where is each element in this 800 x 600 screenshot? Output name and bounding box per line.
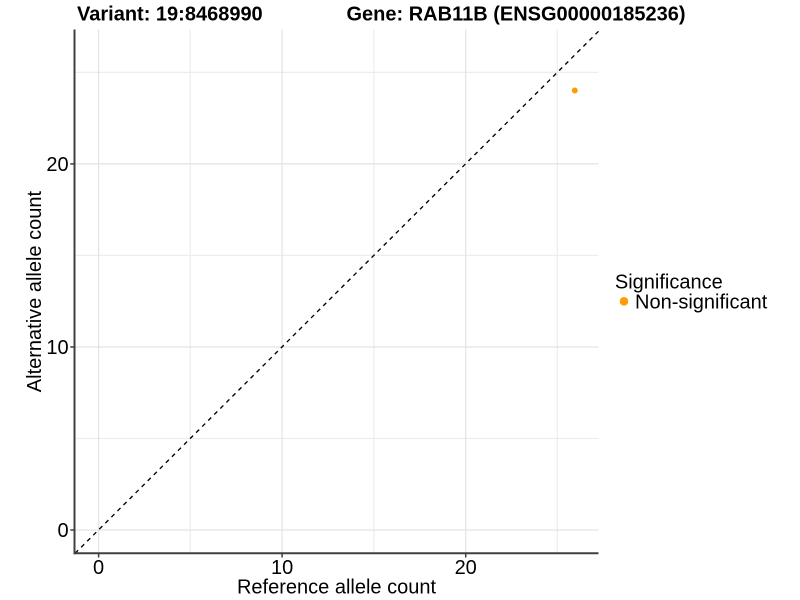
svg-text:Significance: Significance	[615, 272, 723, 294]
svg-text:Alternative allele count: Alternative allele count	[24, 191, 46, 393]
svg-text:10: 10	[46, 337, 68, 359]
svg-text:Non-significant: Non-significant	[635, 292, 768, 314]
svg-text:0: 0	[57, 520, 68, 542]
svg-text:20: 20	[455, 557, 477, 579]
svg-text:Reference allele count: Reference allele count	[237, 576, 436, 598]
svg-text:0: 0	[93, 557, 104, 579]
svg-text:Gene: RAB11B (ENSG00000185236): Gene: RAB11B (ENSG00000185236)	[347, 4, 686, 26]
svg-text:20: 20	[46, 154, 68, 176]
svg-text:10: 10	[271, 557, 293, 579]
svg-text:Variant: 19:8468990: Variant: 19:8468990	[77, 4, 263, 26]
